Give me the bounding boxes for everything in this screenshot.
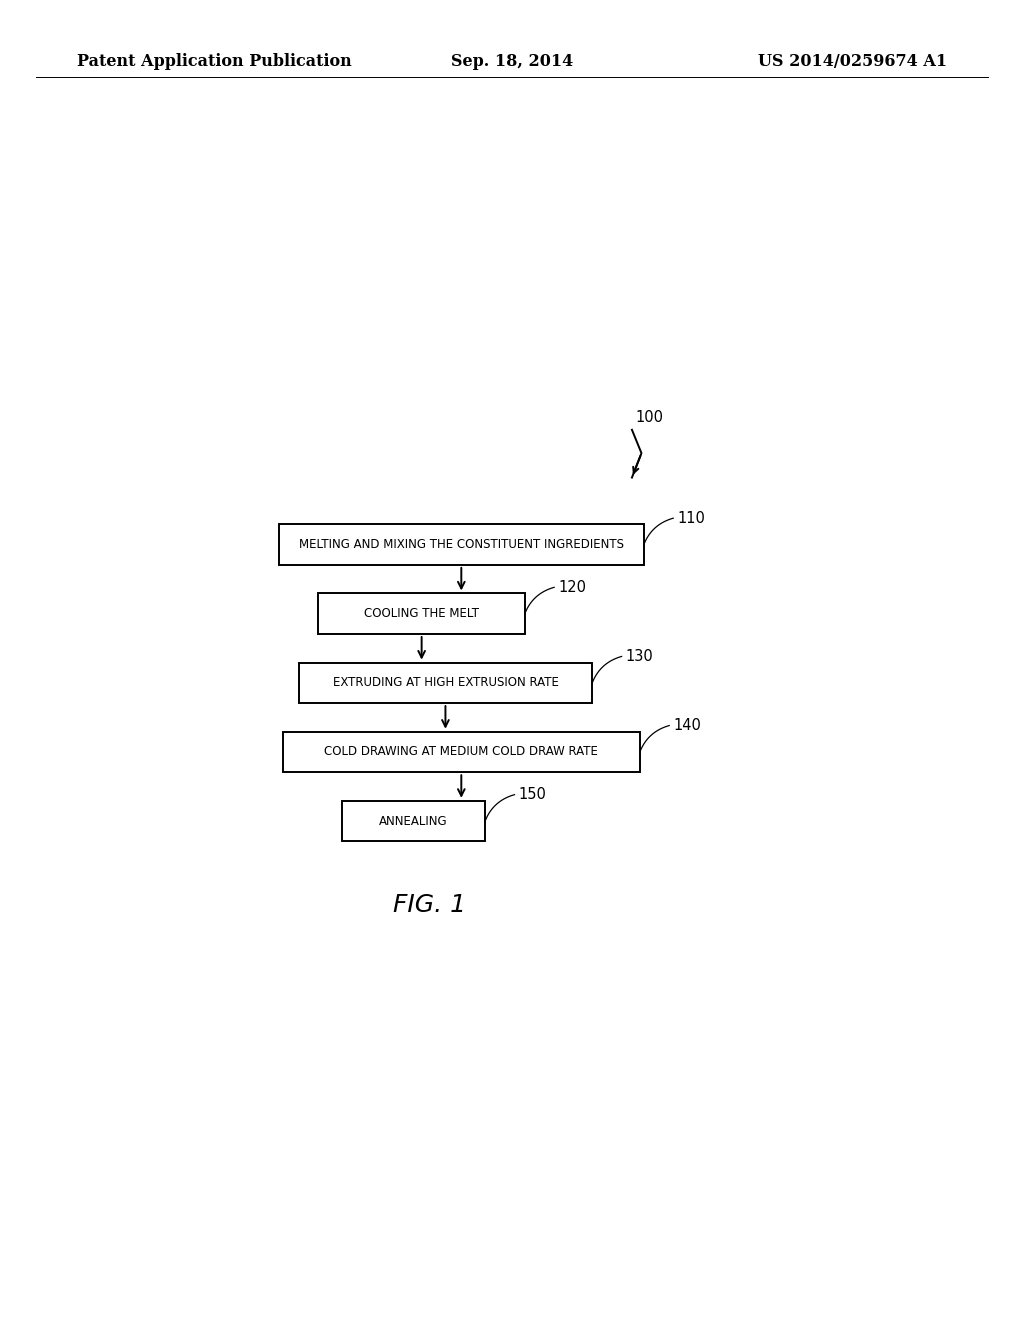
Text: 140: 140 [673, 718, 701, 733]
Bar [299, 663, 592, 704]
Text: Sep. 18, 2014: Sep. 18, 2014 [451, 53, 573, 70]
Text: 130: 130 [626, 649, 653, 664]
Text: ANNEALING: ANNEALING [379, 814, 449, 828]
Text: COLD DRAWING AT MEDIUM COLD DRAW RATE: COLD DRAWING AT MEDIUM COLD DRAW RATE [325, 746, 598, 759]
Bar [283, 731, 640, 772]
Text: EXTRUDING AT HIGH EXTRUSION RATE: EXTRUDING AT HIGH EXTRUSION RATE [333, 676, 558, 689]
Text: COOLING THE MELT: COOLING THE MELT [365, 607, 479, 620]
Bar [279, 524, 644, 565]
Text: 120: 120 [558, 579, 586, 595]
Bar [318, 594, 524, 634]
Text: Patent Application Publication: Patent Application Publication [77, 53, 351, 70]
Text: 110: 110 [677, 511, 706, 525]
Bar [342, 801, 485, 841]
Text: 100: 100 [636, 409, 664, 425]
Text: FIG. 1: FIG. 1 [393, 894, 466, 917]
Text: US 2014/0259674 A1: US 2014/0259674 A1 [758, 53, 947, 70]
Text: MELTING AND MIXING THE CONSTITUENT INGREDIENTS: MELTING AND MIXING THE CONSTITUENT INGRE… [299, 539, 624, 552]
Text: 150: 150 [518, 787, 547, 803]
